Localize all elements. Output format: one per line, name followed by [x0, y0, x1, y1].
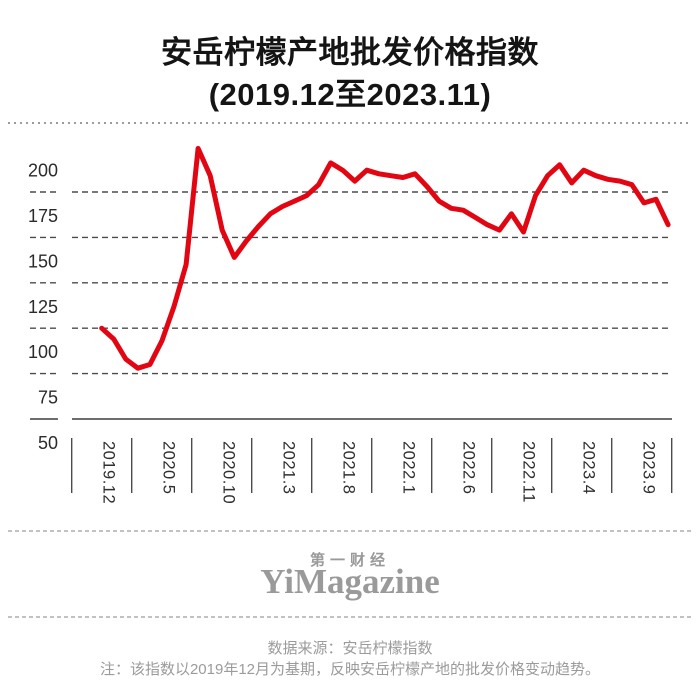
x-tick-label: 2020.10	[220, 441, 238, 504]
dashed-divider-logo-bottom	[8, 616, 692, 618]
x-tick-label: 2021.3	[280, 441, 298, 494]
data-source-text: 数据来源：安岳柠檬指数	[267, 640, 433, 657]
dotted-divider-top	[8, 122, 692, 124]
x-tick-label: 2019.12	[100, 441, 118, 504]
x-tick-label: 2023.9	[640, 441, 658, 494]
brand-logo-cn: 第一财经	[309, 552, 390, 569]
x-tick-label: 2021.8	[340, 441, 358, 494]
x-tick-label: 2023.4	[580, 441, 598, 494]
y-tick-label: 175	[28, 206, 58, 226]
y-tick-label: 150	[28, 251, 58, 271]
chart-title: 安岳柠檬产地批发价格指数	[161, 35, 539, 70]
y-tick-label: 100	[28, 342, 58, 362]
footnote-text: 注：该指数以2019年12月为基期，反映安岳柠檬产地的批发价格变动趋势。	[99, 661, 601, 678]
chart-subtitle: (2019.12至2023.11)	[208, 77, 492, 112]
x-tick-label: 2022.11	[520, 441, 538, 503]
dashed-divider-logo-top	[8, 530, 692, 532]
price-line	[99, 145, 671, 371]
y-tick-label: 125	[28, 297, 58, 317]
x-tick-label: 2022.6	[460, 441, 478, 494]
brand-logo-en: YiMagazine	[260, 562, 440, 601]
y-tick-label: 75	[38, 388, 58, 408]
y-tick-label: 50	[38, 433, 58, 453]
x-tick-label: 2022.1	[400, 441, 418, 494]
x-tick-label: 2020.5	[160, 441, 178, 494]
y-tick-label: 200	[28, 161, 58, 181]
